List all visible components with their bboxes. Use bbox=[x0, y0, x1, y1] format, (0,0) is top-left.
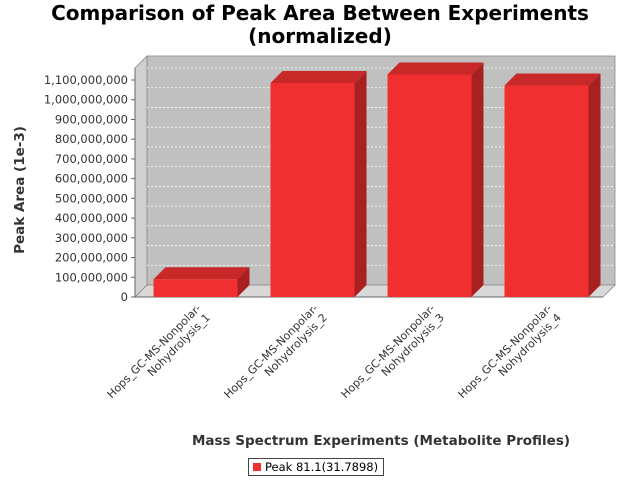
x-category-label: Hops_GC-MS-Nonpolar-Nohydrolysis_3 bbox=[339, 302, 447, 401]
x-category-label: Hops_GC-MS-Nonpolar-Nohydrolysis_1 bbox=[105, 302, 213, 401]
x-category-label-line: Hops_GC-MS-Nonpolar- bbox=[456, 302, 555, 401]
x-category-label-line: Hops_GC-MS-Nonpolar- bbox=[222, 302, 321, 401]
bar bbox=[504, 85, 589, 297]
y-tick-label: 200,000,000 bbox=[55, 251, 128, 265]
y-tick-label: 500,000,000 bbox=[55, 191, 128, 205]
bar bbox=[270, 82, 355, 297]
x-category-label-line: Hops_GC-MS-Nonpolar- bbox=[105, 302, 204, 401]
y-axis-title: Peak Area (1e-3) bbox=[12, 126, 28, 254]
y-tick-label: 0 bbox=[121, 290, 128, 304]
y-tick-label: 1,000,000,000 bbox=[44, 93, 128, 107]
y-tick-label: 700,000,000 bbox=[55, 152, 128, 166]
legend-label: Peak 81.1(31.7898) bbox=[265, 460, 379, 474]
bar-side bbox=[237, 267, 250, 297]
y-tick-label: 600,000,000 bbox=[55, 172, 128, 186]
bar bbox=[387, 74, 472, 297]
x-category-label: Hops_GC-MS-Nonpolar-Nohydrolysis_2 bbox=[222, 302, 330, 401]
chart-title-line-2: (normalized) bbox=[248, 24, 392, 48]
bar-side bbox=[588, 73, 601, 297]
y-tick-label: 900,000,000 bbox=[55, 112, 128, 126]
bar bbox=[153, 279, 238, 297]
legend-swatch-icon bbox=[253, 463, 261, 471]
x-category-label: Hops_GC-MS-Nonpolar-Nohydrolysis_4 bbox=[456, 302, 564, 401]
y-tick-label: 800,000,000 bbox=[55, 132, 128, 146]
y-tick-label: 300,000,000 bbox=[55, 231, 128, 245]
bar-top bbox=[387, 62, 484, 75]
x-axis-title: Mass Spectrum Experiments (Metabolite Pr… bbox=[192, 433, 570, 449]
bar-top bbox=[504, 73, 601, 86]
bar-top bbox=[270, 70, 367, 83]
chart-title: Comparison of Peak Area Between Experime… bbox=[0, 2, 640, 48]
legend: Peak 81.1(31.7898) bbox=[248, 458, 385, 476]
x-category-label-line: Hops_GC-MS-Nonpolar- bbox=[339, 302, 438, 401]
bar-side bbox=[354, 70, 367, 297]
bar-side bbox=[471, 62, 484, 297]
y-tick-label: 100,000,000 bbox=[55, 270, 128, 284]
chart-title-line-1: Comparison of Peak Area Between Experime… bbox=[51, 1, 589, 25]
plot-side-wall bbox=[134, 55, 148, 298]
y-tick-label: 1,100,000,000 bbox=[44, 73, 128, 87]
y-tick-label: 400,000,000 bbox=[55, 211, 128, 225]
bar-top bbox=[153, 267, 250, 280]
